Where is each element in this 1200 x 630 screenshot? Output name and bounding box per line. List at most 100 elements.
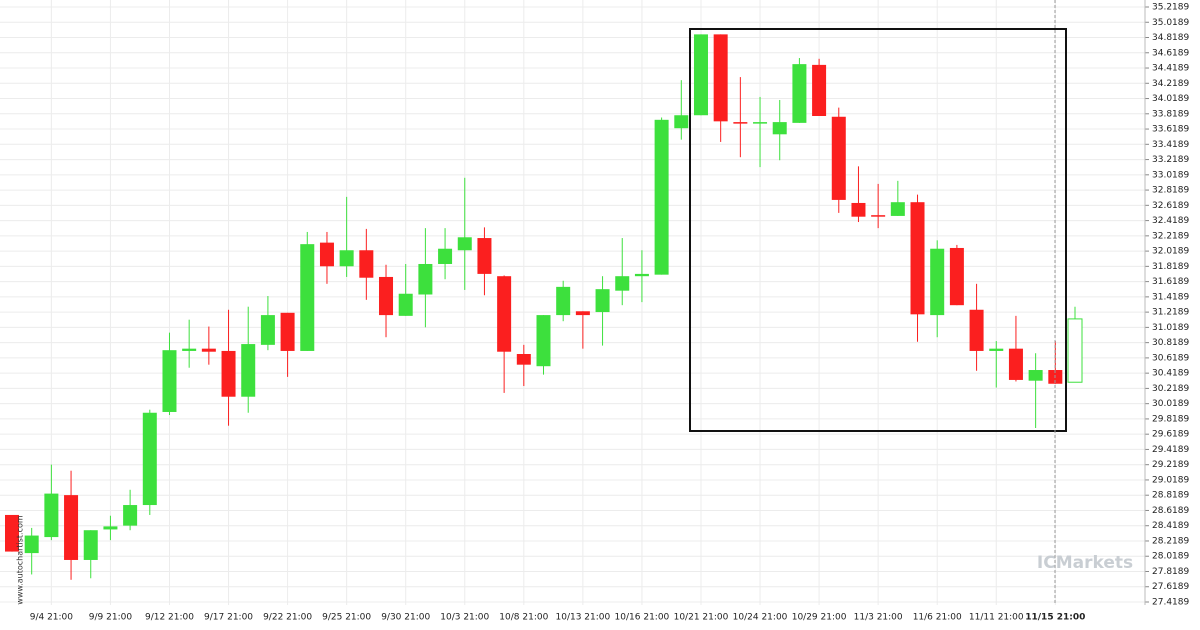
candle-body (64, 495, 79, 560)
candle-body (989, 348, 1004, 351)
y-tick-label: 28.0189 (1152, 552, 1189, 562)
y-tick-label: 31.6189 (1152, 277, 1189, 287)
candle-body (103, 526, 118, 530)
candle-body (497, 276, 512, 352)
y-tick-label: 35.2189 (1152, 3, 1189, 13)
x-tick-label: 9/22 21:00 (263, 613, 312, 623)
candle-body (1008, 348, 1023, 380)
y-tick-label: 27.8189 (1152, 567, 1189, 577)
y-tick-label: 34.2189 (1152, 79, 1189, 89)
y-tick-label: 28.2189 (1152, 536, 1189, 546)
candle-body (930, 248, 945, 316)
pattern-box (689, 28, 1067, 432)
x-tick-label: 9/30 21:00 (381, 613, 430, 623)
y-tick-label: 28.4189 (1152, 521, 1189, 531)
x-tick-label: 10/29 21:00 (792, 613, 847, 623)
candle-body (5, 514, 19, 552)
y-tick-label: 30.0189 (1152, 399, 1189, 409)
candle-body (910, 202, 925, 315)
candle-body (615, 276, 630, 291)
x-tick-label: 9/4 21:00 (30, 613, 74, 623)
candle-body (674, 115, 689, 129)
y-tick-label: 30.4189 (1152, 369, 1189, 379)
candle-body (654, 119, 669, 275)
candle-body (398, 293, 413, 316)
candle-body (457, 237, 472, 251)
candle-body (162, 350, 177, 412)
candle-body (713, 34, 728, 122)
y-tick-label: 29.0189 (1152, 475, 1189, 485)
y-tick-label: 29.8189 (1152, 414, 1189, 424)
x-tick-label: 9/12 21:00 (145, 613, 194, 623)
candle-body (44, 493, 59, 538)
candle-body (792, 64, 807, 123)
x-tick-label: 11/15 21:00 (1025, 613, 1085, 623)
x-tick-label: 9/17 21:00 (204, 613, 253, 623)
grid (0, 0, 1145, 605)
y-tick-label: 34.6189 (1152, 48, 1189, 58)
y-tick-label: 29.2189 (1152, 460, 1189, 470)
y-tick-label: 32.2189 (1152, 231, 1189, 241)
y-tick-label: 31.0189 (1152, 323, 1189, 333)
y-tick-label: 33.6189 (1152, 125, 1189, 135)
y-tick-label: 33.4189 (1152, 140, 1189, 150)
y-tick-label: 30.8189 (1152, 338, 1189, 348)
candle-body (319, 242, 334, 267)
candle-body (536, 315, 551, 367)
x-tick-label: 10/24 21:00 (733, 613, 788, 623)
x-tick-label: 10/3 21:00 (440, 613, 489, 623)
candle-body (969, 309, 984, 351)
candle-body (772, 122, 787, 135)
y-tick-label: 31.8189 (1152, 262, 1189, 272)
candle-body (201, 348, 216, 352)
candle-body (280, 312, 295, 351)
candle-body (1067, 318, 1083, 383)
y-tick-label: 27.4189 (1152, 598, 1189, 608)
x-tick-label: 10/13 21:00 (556, 613, 611, 623)
candle-body (575, 311, 590, 316)
candle-body (24, 535, 39, 554)
candle-body (182, 348, 197, 351)
x-tick-label: 10/8 21:00 (499, 613, 548, 623)
candle-body (595, 289, 610, 313)
candle-body (359, 250, 374, 278)
x-tick-label: 11/3 21:00 (854, 613, 903, 623)
candle-body (556, 286, 571, 316)
candle-body (890, 202, 905, 216)
candle-body (693, 34, 708, 116)
y-tick-label: 28.6189 (1152, 506, 1189, 516)
candle-body (949, 247, 964, 306)
x-tick-label: 11/11 21:00 (969, 613, 1024, 623)
y-tick-label: 31.2189 (1152, 308, 1189, 318)
candle-body (812, 64, 827, 116)
y-tick-label: 30.2189 (1152, 384, 1189, 394)
x-tick-label: 10/21 21:00 (674, 613, 729, 623)
x-tick-label: 9/9 21:00 (89, 613, 133, 623)
y-tick-label: 33.0189 (1152, 170, 1189, 180)
candle-body (379, 276, 394, 316)
y-tick-label: 29.6189 (1152, 430, 1189, 440)
candle-body (634, 273, 649, 277)
y-tick-label: 28.8189 (1152, 491, 1189, 501)
candle-body (831, 116, 846, 200)
y-tick-label: 33.2189 (1152, 155, 1189, 165)
source: www.autochartist.com (16, 515, 25, 605)
candle-body (83, 530, 98, 560)
y-tick-label: 34.4189 (1152, 64, 1189, 74)
candles (5, 34, 1083, 580)
x-tick-label: 11/6 21:00 (913, 613, 962, 623)
y-tick-label: 32.4189 (1152, 216, 1189, 226)
watermark: ICMarkets (1037, 553, 1133, 573)
candle-body (1028, 370, 1043, 381)
candle-body (871, 215, 886, 217)
candle-body (733, 122, 748, 124)
y-tick-label: 33.8189 (1152, 109, 1189, 119)
candle-body (241, 344, 256, 397)
y-tick-label: 34.8189 (1152, 33, 1189, 43)
candle-body (123, 505, 138, 526)
y-tick-label: 30.6189 (1152, 353, 1189, 363)
y-tick-label: 29.4189 (1152, 445, 1189, 455)
candle-body (142, 412, 157, 506)
